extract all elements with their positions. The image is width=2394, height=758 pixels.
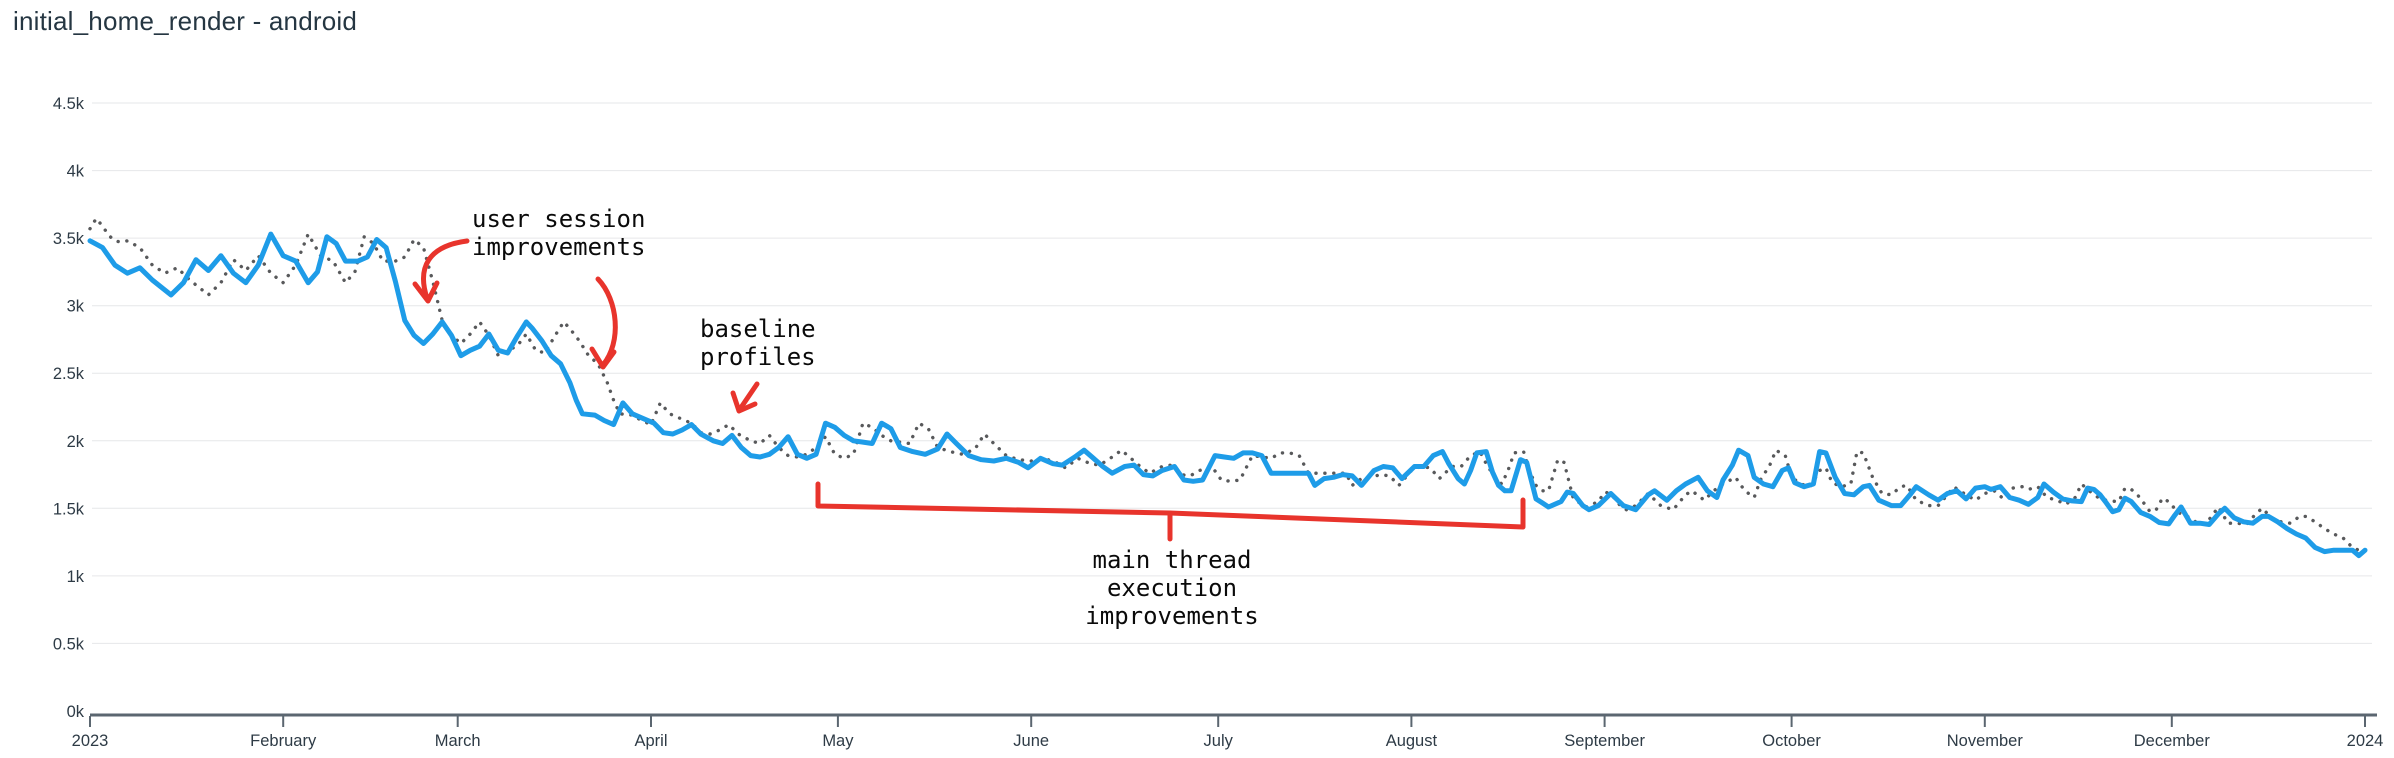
y-tick-label: 2.5k — [53, 365, 85, 383]
x-tick-label: June — [1013, 732, 1049, 750]
x-tick-label: July — [1204, 732, 1234, 750]
y-tick-label: 1k — [67, 568, 85, 586]
x-tick-label: May — [822, 732, 854, 750]
x-tick-label: August — [1386, 732, 1438, 750]
y-tick-label: 3.5k — [53, 230, 85, 248]
chart-title: initial_home_render - android — [13, 6, 358, 36]
annotation-text-main-thread: main thread execution improvements — [1085, 546, 1258, 630]
annotation-arrow-baseline-profiles — [730, 390, 758, 414]
x-tick-label: September — [1564, 732, 1645, 750]
x-tick-label: February — [250, 732, 317, 750]
x-tick-label: April — [634, 732, 667, 750]
annotation-text-user-session: user session improvements — [472, 205, 645, 261]
y-tick-label: 4.5k — [53, 95, 85, 113]
annotation-text-baseline-profiles: baseline profiles — [700, 315, 816, 371]
y-tick-label: 4k — [67, 163, 85, 181]
y-tick-label: 1.5k — [53, 500, 85, 518]
x-tick-label: December — [2134, 732, 2211, 750]
x-tick-label: 2024 — [2347, 732, 2384, 750]
series-solid-blue-line — [87, 231, 2368, 559]
annotation-arrow-user-session — [589, 346, 617, 370]
x-tick-label: March — [435, 732, 481, 750]
x-tick-label: November — [1947, 732, 2024, 750]
annotation-arrow-user-session — [421, 238, 470, 301]
x-tick-label: October — [1762, 732, 1821, 750]
y-tick-label: 0.5k — [53, 635, 85, 653]
annotation-arrow-baseline-profiles — [737, 381, 760, 412]
x-tick-label: 2023 — [72, 732, 109, 750]
y-tick-label: 0k — [67, 703, 85, 721]
annotation-arrow-user-session — [412, 280, 440, 304]
y-tick-label: 2k — [67, 433, 85, 451]
y-tick-label: 3k — [67, 298, 85, 316]
